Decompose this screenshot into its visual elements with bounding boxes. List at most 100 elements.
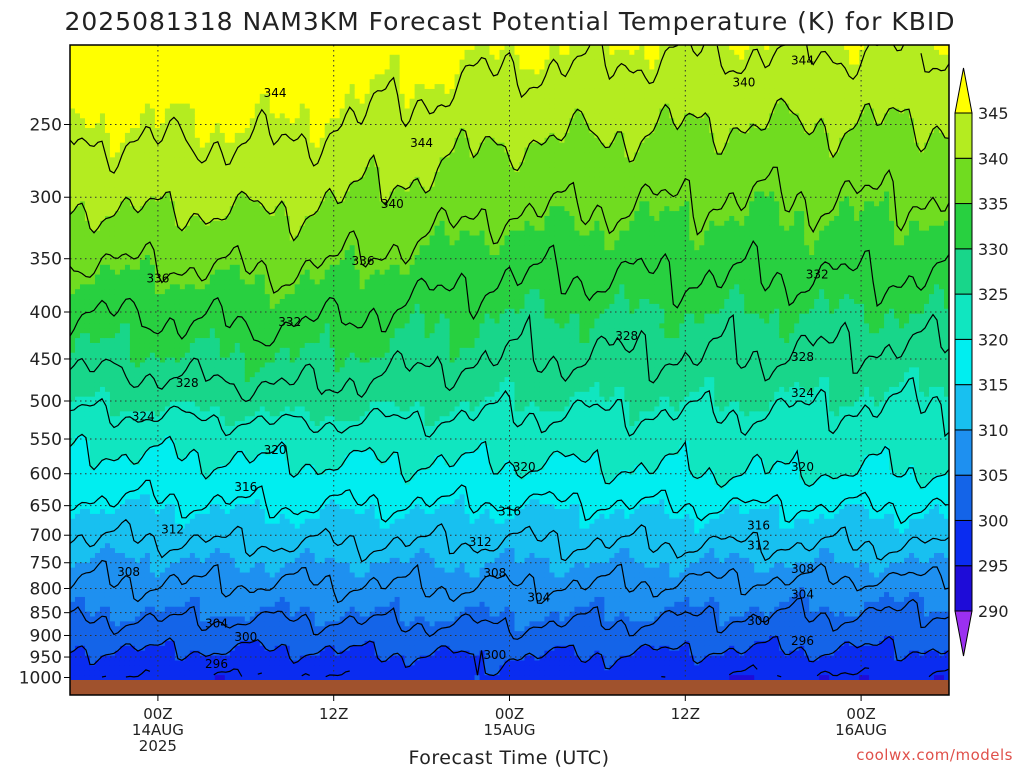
field-cell: [110, 157, 116, 162]
field-cell: [135, 94, 141, 99]
field-cell: [130, 74, 136, 79]
field-cell: [100, 431, 106, 436]
field-cell: [175, 626, 181, 631]
field-cell: [200, 524, 206, 529]
field-cell: [100, 177, 106, 182]
field-cell: [80, 323, 86, 328]
field-cell: [175, 265, 181, 270]
field-cell: [160, 656, 166, 661]
field-cell: [160, 157, 166, 162]
field-cell: [160, 538, 166, 543]
field-cell: [95, 143, 101, 148]
field-cell: [75, 74, 81, 79]
field-cell: [235, 138, 241, 143]
field-cell: [195, 421, 201, 426]
field-cell: [125, 533, 131, 538]
field-cell: [100, 416, 106, 421]
field-cell: [130, 494, 136, 499]
field-cell: [235, 446, 241, 451]
field-cell: [115, 465, 121, 470]
field-cell: [160, 109, 166, 114]
field-cell: [190, 353, 196, 358]
field-cell: [205, 299, 211, 304]
field-cell: [120, 656, 126, 661]
field-cell: [170, 94, 176, 99]
field-cell: [100, 284, 106, 289]
field-cell: [210, 524, 216, 529]
field-cell: [255, 343, 261, 348]
field-cell: [135, 60, 141, 65]
field-cell: [160, 602, 166, 607]
field-cell: [225, 490, 231, 495]
field-cell: [140, 641, 146, 646]
field-cell: [110, 446, 116, 451]
field-cell: [115, 602, 121, 607]
field-cell: [80, 660, 86, 665]
field-cell: [130, 475, 136, 480]
field-cell: [190, 192, 196, 197]
field-cell: [145, 211, 151, 216]
field-cell: [125, 182, 131, 187]
field-cell: [85, 128, 91, 133]
field-cell: [75, 187, 81, 192]
field-cell: [235, 656, 241, 661]
field-cell: [150, 651, 156, 656]
field-cell: [145, 84, 151, 89]
field-cell: [170, 172, 176, 177]
field-cell: [130, 670, 136, 675]
field-cell: [150, 343, 156, 348]
field-cell: [245, 240, 251, 245]
field-cell: [190, 123, 196, 128]
field-cell: [200, 143, 206, 148]
field-cell: [150, 99, 156, 104]
field-cell: [200, 348, 206, 353]
field-cell: [225, 441, 231, 446]
field-cell: [210, 60, 216, 65]
field-cell: [245, 656, 251, 661]
field-cell: [75, 450, 81, 455]
field-cell: [185, 284, 191, 289]
field-cell: [185, 499, 191, 504]
field-cell: [140, 182, 146, 187]
field-cell: [185, 446, 191, 451]
field-cell: [125, 275, 131, 280]
field-cell: [125, 494, 131, 499]
field-cell: [175, 172, 181, 177]
field-cell: [200, 382, 206, 387]
field-cell: [245, 367, 251, 372]
field-cell: [175, 284, 181, 289]
field-cell: [100, 123, 106, 128]
field-cell: [205, 529, 211, 534]
field-cell: [195, 162, 201, 167]
field-cell: [200, 172, 206, 177]
field-cell: [85, 65, 91, 70]
field-cell: [120, 465, 126, 470]
field-cell: [210, 177, 216, 182]
field-cell: [190, 206, 196, 211]
field-cell: [160, 485, 166, 490]
field-cell: [135, 55, 141, 60]
field-cell: [230, 436, 236, 441]
field-cell: [140, 431, 146, 436]
field-cell: [165, 504, 171, 509]
field-cell: [125, 338, 131, 343]
field-cell: [170, 607, 176, 612]
field-cell: [95, 602, 101, 607]
field-cell: [170, 187, 176, 192]
field-cell: [110, 485, 116, 490]
field-cell: [145, 553, 151, 558]
field-cell: [125, 480, 131, 485]
field-cell: [115, 343, 121, 348]
field-cell: [160, 236, 166, 241]
field-cell: [260, 255, 266, 260]
field-cell: [195, 84, 201, 89]
field-cell: [95, 597, 101, 602]
field-cell: [70, 372, 76, 377]
field-cell: [215, 431, 221, 436]
field-cell: [160, 636, 166, 641]
field-cell: [170, 450, 176, 455]
field-cell: [215, 182, 221, 187]
field-cell: [230, 328, 236, 333]
field-cell: [175, 392, 181, 397]
field-cell: [200, 284, 206, 289]
